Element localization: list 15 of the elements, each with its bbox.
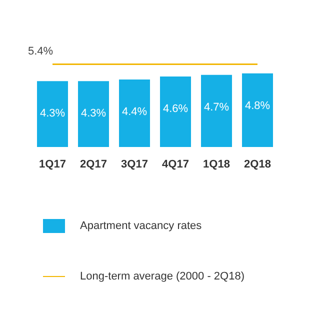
data-label: 4.4% [122, 106, 148, 118]
data-label: 5.4% [28, 46, 54, 58]
x-tick-label: 3Q17 [121, 158, 148, 170]
legend-label: Long-term average (2000 - 2Q18) [80, 270, 244, 282]
x-tick-label: 1Q17 [39, 158, 66, 170]
data-label: 4.8% [244, 100, 270, 112]
x-tick-label: 2Q17 [80, 158, 107, 170]
x-tick-label: 2Q18 [244, 158, 271, 170]
data-label: 4.6% [162, 102, 188, 115]
x-tick-label: 4Q17 [162, 158, 189, 170]
data-label: 4.3% [40, 108, 66, 120]
data-label: 4.7% [204, 101, 230, 114]
data-label: 4.3% [80, 108, 106, 120]
x-tick-label: 1Q18 [203, 158, 230, 170]
legend-label: Apartment vacancy rates [80, 220, 202, 232]
